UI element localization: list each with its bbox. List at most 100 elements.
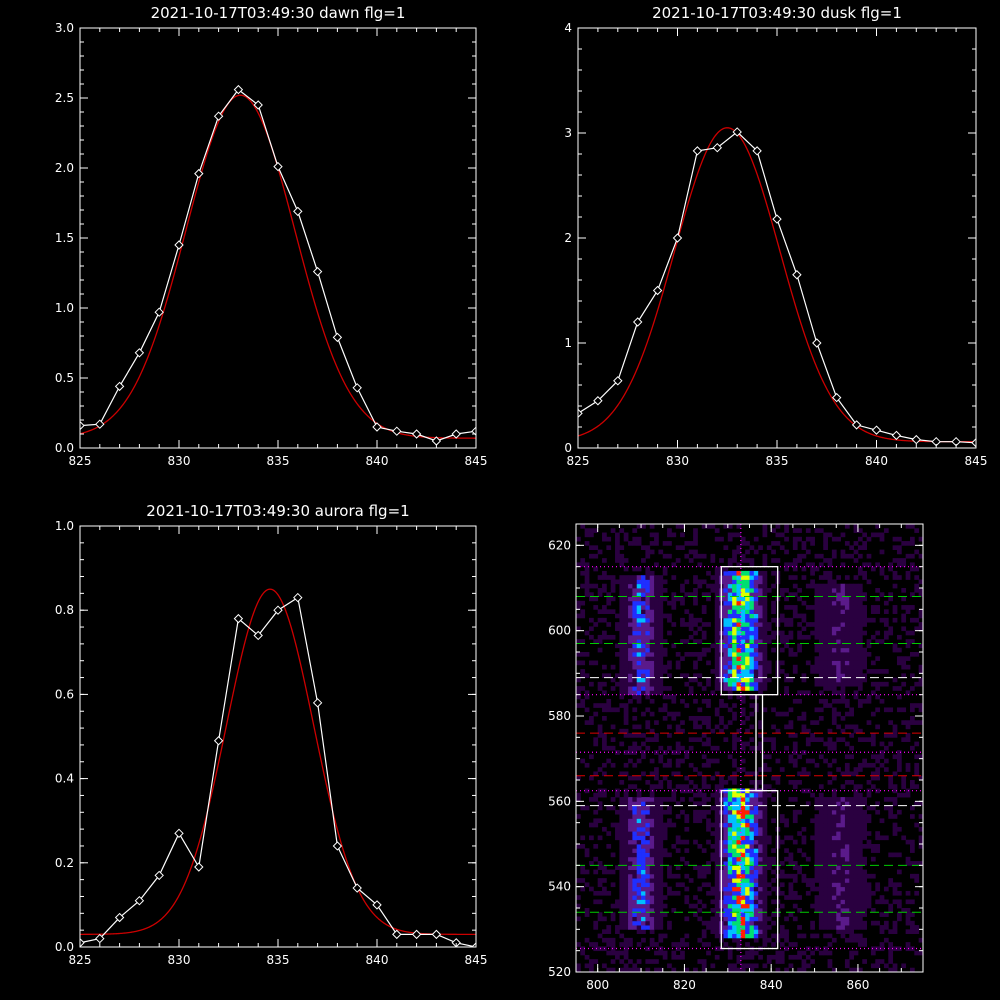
heatmap-cell (736, 592, 742, 597)
heatmap-cell (849, 865, 854, 870)
heatmap-cell (697, 716, 703, 721)
heatmap-cell (641, 583, 646, 589)
heatmap-cell (667, 673, 672, 678)
heatmap-cell (576, 536, 581, 542)
heatmap-cell (649, 639, 655, 644)
heatmap-cell (597, 882, 603, 888)
heatmap-cell (857, 660, 863, 666)
heatmap-cell (883, 575, 889, 580)
heatmap-cell (667, 613, 672, 619)
heatmap-cell (857, 762, 863, 768)
heatmap-cell (818, 852, 824, 858)
heatmap-cell (844, 647, 850, 653)
heatmap-cell (632, 634, 638, 640)
heatmap-cell (641, 754, 646, 760)
heatmap-cell (649, 852, 655, 858)
heatmap-cell (805, 737, 811, 742)
heatmap-cell (771, 609, 776, 614)
heatmap-cell (888, 733, 894, 738)
heatmap-cell (905, 792, 911, 798)
heatmap-cell (645, 861, 651, 866)
heatmap-cell (818, 886, 824, 892)
heatmap-cell (732, 588, 737, 593)
selection-box (720, 790, 779, 950)
heatmap-cell (814, 839, 820, 845)
heatmap-cell (732, 775, 737, 781)
heatmap-cell (784, 937, 789, 943)
heatmap-cell (853, 528, 859, 533)
heatmap-cell (623, 647, 629, 653)
heatmap-cell (831, 609, 837, 614)
data-point-marker (194, 168, 204, 179)
heatmap-cell (766, 784, 772, 789)
heatmap-cell (797, 771, 802, 777)
heatmap-cell (710, 916, 716, 922)
heatmap-cell (905, 630, 911, 636)
heatmap-cell (818, 652, 824, 657)
heatmap-cell (736, 929, 742, 934)
heatmap-cell (723, 822, 729, 828)
heatmap-cell (866, 839, 872, 845)
heatmap-cell (823, 570, 828, 576)
heatmap-cell (628, 596, 633, 602)
heatmap-cell (641, 822, 646, 828)
heatmap-cell (901, 673, 907, 678)
heatmap-cell (905, 920, 911, 926)
heatmap-cell (758, 890, 763, 896)
heatmap-cell (831, 895, 837, 900)
heatmap-cell (779, 869, 785, 875)
heatmap-cell (706, 741, 711, 747)
heatmap-cell (740, 652, 746, 657)
heatmap-cell (658, 664, 664, 670)
heatmap-cell (723, 882, 729, 888)
heatmap-cell (801, 673, 807, 678)
heatmap-cell (823, 848, 828, 853)
heatmap-cell (836, 647, 841, 653)
heatmap-cell (736, 878, 742, 883)
heatmap-cell (619, 861, 625, 866)
heatmap-cell (632, 681, 638, 687)
heatmap-cell (805, 890, 811, 896)
heatmap-cell (901, 541, 907, 546)
heatmap-cell (844, 959, 850, 964)
heatmap-cell (623, 728, 629, 734)
heatmap-cell (732, 839, 737, 845)
heatmap-cell (645, 583, 651, 589)
heatmap-cell (766, 792, 772, 798)
heatmap-cell (892, 724, 898, 730)
heatmap-cell (723, 835, 729, 841)
heatmap-cell (779, 613, 785, 619)
heatmap-cell (844, 916, 850, 922)
heatmap-cell (654, 605, 659, 610)
heatmap-cell (892, 583, 898, 589)
heatmap-cell (675, 558, 681, 563)
heatmap-cell (636, 622, 642, 627)
heatmap-cell (892, 733, 898, 738)
heatmap-cell (693, 724, 698, 730)
heatmap-cell (905, 908, 911, 913)
heatmap-cell (727, 681, 733, 687)
heatmap-cell (849, 848, 854, 853)
heatmap-cell (619, 686, 625, 691)
heatmap-cell (779, 890, 785, 896)
heatmap-cell (641, 882, 646, 888)
heatmap-cell (888, 626, 894, 632)
heatmap-cell (753, 925, 759, 930)
heatmap-cell (862, 570, 868, 576)
heatmap-cell (632, 647, 638, 653)
heatmap-cell (853, 673, 859, 678)
y-tick-label: 1.5 (55, 231, 74, 245)
heatmap-cell (740, 890, 746, 896)
heatmap-cell (636, 886, 642, 892)
heatmap-cell (862, 844, 868, 849)
heatmap-cell (827, 605, 833, 610)
heatmap-cell (844, 698, 850, 704)
heatmap-cell (684, 814, 690, 819)
heatmap-cell (779, 929, 785, 934)
heatmap-cell (576, 652, 581, 657)
heatmap-cell (853, 865, 859, 870)
heatmap-cell (892, 963, 898, 969)
heatmap-cell (771, 745, 776, 751)
heatmap-cell (654, 532, 659, 538)
heatmap-cell (684, 541, 690, 546)
